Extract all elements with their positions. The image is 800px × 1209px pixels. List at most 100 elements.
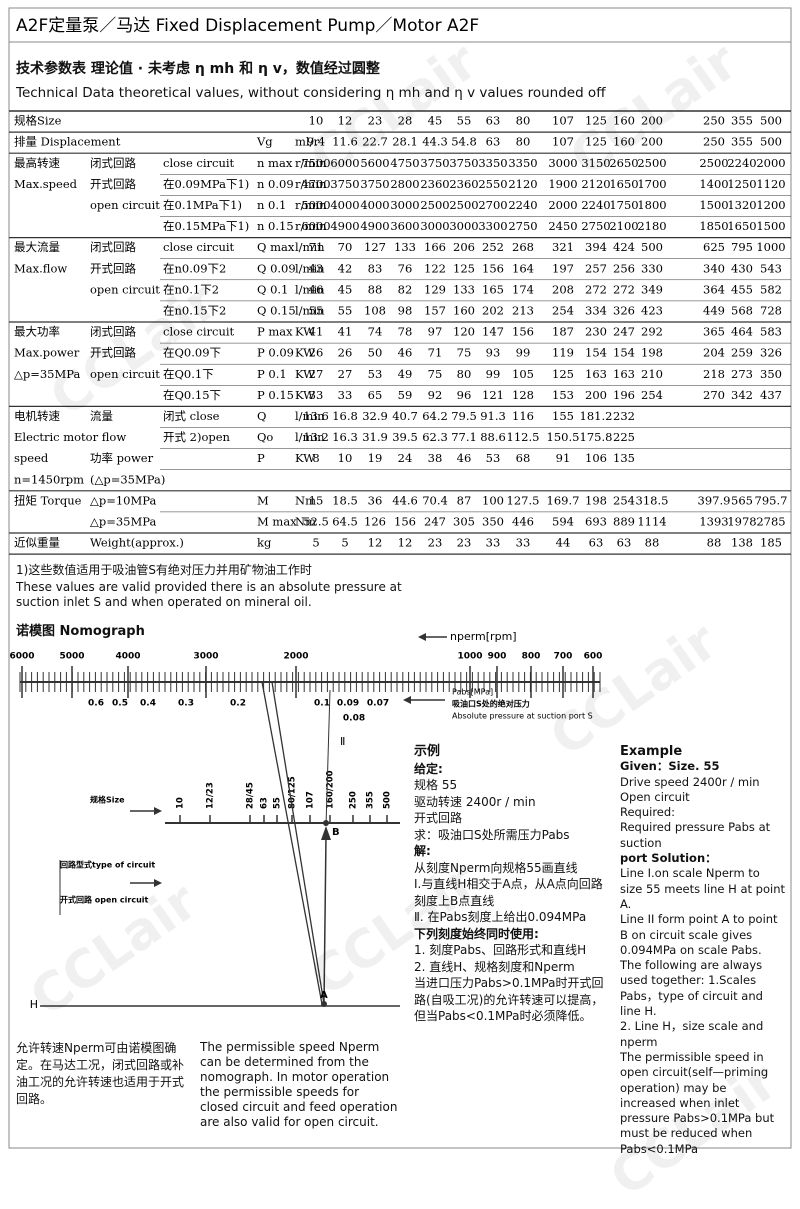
table-value: 133 — [394, 240, 416, 254]
table-value: 125 — [585, 135, 607, 149]
table-value: 625 — [703, 240, 725, 254]
table-cell: 在0.09MPa下1) — [163, 177, 249, 191]
table-value: 397.9 — [698, 493, 731, 507]
table-value: 27 — [338, 367, 353, 381]
table-value: 500 — [760, 114, 782, 128]
table-value: 26 — [309, 346, 324, 360]
table-value: 70 — [338, 240, 353, 254]
table-value: 3350 — [508, 156, 537, 170]
table-value: 4900 — [330, 219, 359, 233]
table-value: 174 — [512, 282, 534, 296]
example-line: 解: — [414, 844, 431, 858]
point — [323, 820, 329, 826]
table-value: 135 — [613, 451, 635, 465]
table-cell: close circuit — [163, 240, 235, 254]
example-line: 从刻度Nperm向规格55画直线 — [414, 860, 578, 875]
table-value: 795.7 — [755, 493, 788, 507]
table-value: 93 — [486, 346, 501, 360]
table-value: 13.6 — [303, 409, 329, 423]
table-cell: 在Q0.09下 — [163, 346, 221, 360]
table-value: 594 — [552, 514, 574, 528]
table-value: 70.4 — [422, 493, 448, 507]
size-tick-label: 12/23 — [206, 782, 216, 809]
speed-tick-label: 3000 — [193, 652, 218, 662]
table-value: 10 — [338, 451, 353, 465]
table-value: 99 — [486, 367, 501, 381]
speed-label: nperm[rpm] — [450, 630, 517, 643]
table-value: 2500 — [449, 198, 478, 212]
table-value: 2240 — [581, 198, 610, 212]
table-cell: 规格Size — [14, 114, 62, 128]
table-value: 92 — [428, 388, 443, 402]
table-value: 2000 — [548, 198, 577, 212]
table-cell: Qo — [257, 430, 273, 444]
table-value: 99 — [516, 346, 531, 360]
pressure-tick-label: 0.5 — [112, 699, 128, 709]
line-ii-label: Ⅱ — [340, 735, 345, 748]
table-value: 1114 — [637, 514, 666, 528]
table-value: 74 — [368, 325, 383, 339]
table-value: 38 — [428, 451, 443, 465]
table-value: 423 — [641, 303, 663, 317]
example-cn: 示例 给定: 规格 55 驱动转速 2400r / min 开式回路 求：吸油口S处所需压… — [414, 744, 610, 1025]
table-value: 272 — [613, 282, 635, 296]
table-value: 1650 — [609, 177, 638, 191]
table-value: 63 — [617, 536, 632, 550]
table-value: 583 — [760, 325, 782, 339]
table-value: 79.5 — [451, 409, 477, 423]
table-value: 33 — [338, 388, 353, 402]
table-value: 18.5 — [332, 493, 358, 507]
table-cell: n max — [257, 156, 293, 170]
table-value: 185 — [760, 536, 782, 550]
pressure-tick-label: 0.09 — [337, 699, 359, 709]
table-value: 3150 — [581, 156, 610, 170]
table-value: 112.5 — [507, 430, 540, 444]
table-value: 2360 — [420, 177, 449, 191]
table-value: 52.5 — [303, 514, 329, 528]
table-value: 53 — [486, 451, 501, 465]
table-cell: n=1450rpm — [14, 472, 84, 486]
speed-tick-label: 2000 — [283, 652, 308, 662]
example-line: The following are always used together: … — [620, 958, 763, 1019]
table-cell: 近似重量 — [14, 536, 60, 550]
table-value: 5600 — [360, 156, 389, 170]
pressure-label-en: Absolute pressure at suction port S — [452, 712, 593, 721]
table-value: 44.6 — [392, 493, 418, 507]
table-cell: close circuit — [163, 156, 235, 170]
table-value: 355 — [731, 135, 753, 149]
table-value: 16.8 — [332, 409, 358, 423]
table-value: 1393 — [699, 514, 728, 528]
table-value: 119 — [552, 346, 574, 360]
table-value: 2120 — [581, 177, 610, 191]
table-cell: l/min — [295, 303, 325, 317]
table-value: 7500 — [301, 156, 330, 170]
table-value: 12 — [368, 536, 383, 550]
table-value: 1978 — [727, 514, 756, 528]
table-value: 154 — [613, 346, 635, 360]
table-value: 107 — [552, 114, 574, 128]
table-cell: M max — [257, 514, 297, 528]
table-value: 1200 — [756, 198, 785, 212]
table-cell: Q 0.09 — [257, 261, 296, 275]
table-value: 44 — [556, 536, 571, 550]
table-value: 16.3 — [332, 430, 358, 444]
table-cell: 在0.15MPa下1) — [163, 219, 249, 233]
table-value: 91.3 — [480, 409, 506, 423]
table-value: 198 — [585, 493, 607, 507]
table-cell: speed — [14, 451, 49, 465]
speed-tick-label: 900 — [488, 652, 507, 662]
table-value: 500 — [760, 135, 782, 149]
table-value: 455 — [731, 282, 753, 296]
table-value: 449 — [703, 303, 725, 317]
table-cell: 最大功率 — [14, 325, 60, 339]
table-value: 6000 — [301, 219, 330, 233]
table-value: 259 — [731, 346, 753, 360]
table-value: 24 — [398, 451, 413, 465]
point-b-label: B — [332, 827, 340, 838]
size-tick-label: 160/200 — [326, 770, 336, 809]
speed-tick-label: 700 — [554, 652, 573, 662]
nomograph-title: 诺模图 Nomograph — [16, 624, 145, 639]
table-value: 9.4 — [307, 135, 325, 149]
table-value: 1900 — [548, 177, 577, 191]
table-cell: r/min — [295, 198, 327, 212]
